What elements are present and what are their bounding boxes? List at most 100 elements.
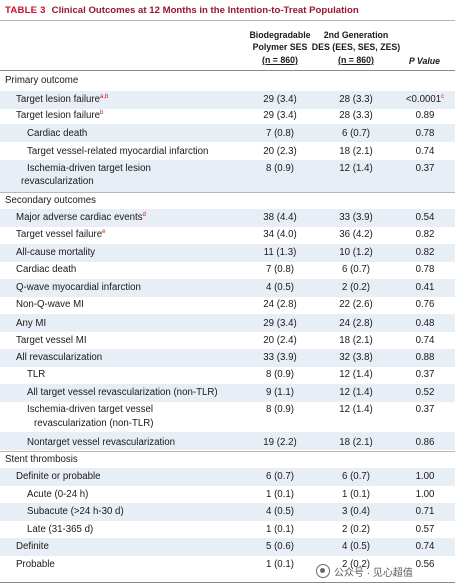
row-label: All-cause mortality [16, 247, 96, 258]
row-label: Target vessel-related myocardial infarct… [27, 146, 209, 157]
cell-col1: 7 (0.8) [266, 128, 294, 139]
cell-col2: 18 (2.1) [339, 437, 373, 448]
row-label: Probable [16, 559, 55, 570]
cell-col2: 1 (0.1) [342, 489, 370, 500]
cell-col2: 18 (2.1) [339, 146, 373, 157]
column-header-2nd-generation: 2nd Generation DES (EES, SES, ZES) (n = … [304, 29, 408, 66]
row-label: Non-Q-wave MI [16, 299, 84, 310]
table-title: Clinical Outcomes at 12 Months in the In… [51, 4, 359, 16]
cell-col1: 34 (4.0) [263, 229, 297, 240]
cell-p: 1.00 [415, 471, 435, 482]
cell-col1: 4 (0.5) [266, 506, 294, 517]
table-row: Any MI 29 (3.4) 24 (2.8) 0.48 [0, 314, 455, 332]
row-label: Target lesion failureb [16, 109, 104, 121]
table-row: Q-wave myocardial infarction 4 (0.5) 2 (… [0, 279, 455, 297]
table-row: Definite or probable 6 (0.7) 6 (0.7) 1.0… [0, 468, 455, 486]
cell-p: 0.48 [415, 318, 435, 329]
cell-col1: 29 (3.4) [263, 94, 297, 105]
cell-col2: 28 (3.3) [339, 110, 373, 121]
table-bottom-rule [0, 582, 455, 583]
cell-p: 0.82 [415, 247, 435, 258]
col1-n: (n = 860) [262, 54, 298, 65]
section-label: Secondary outcomes [5, 195, 97, 206]
row-label: TLR [27, 369, 46, 380]
cell-col1: 20 (2.3) [263, 146, 297, 157]
footnote-marker: a,b [100, 93, 109, 100]
cell-p: 0.41 [415, 282, 435, 293]
cell-p: 0.76 [415, 299, 435, 310]
cell-col1: 8 (0.9) [266, 404, 294, 415]
row-label: Late (31-365 d) [27, 524, 94, 535]
row-label: Cardiac death [27, 128, 88, 139]
row-label-continued: revascularization (non-TLR) [34, 418, 154, 429]
cell-col1: 38 (4.4) [263, 212, 297, 223]
cell-p: 0.74 [415, 146, 435, 157]
cell-col2: 12 (1.4) [339, 369, 373, 380]
cell-p: 0.89 [415, 110, 435, 121]
section-label: Stent thrombosis [5, 454, 78, 465]
table-row: All revascularization 33 (3.9) 32 (3.8) … [0, 349, 455, 367]
cell-col2: 18 (2.1) [339, 335, 373, 346]
table-row: Cardiac death 7 (0.8) 6 (0.7) 0.78 [0, 124, 455, 142]
table-row: All target vessel revascularization (non… [0, 384, 455, 402]
title-rule [0, 20, 455, 21]
footnote-marker: c [441, 93, 445, 100]
row-label: Ischemia-driven target vessel [27, 404, 153, 415]
cell-col1: 24 (2.8) [263, 299, 297, 310]
row-label: Cardiac death [16, 264, 77, 275]
cell-col2: 6 (0.7) [342, 264, 370, 275]
section-rule [0, 192, 455, 193]
cell-col2: 36 (4.2) [339, 229, 373, 240]
cell-col2: 22 (2.6) [339, 299, 373, 310]
cell-col1: 20 (2.4) [263, 335, 297, 346]
table-row: Target lesion failurea,b 29 (3.4) 28 (3.… [0, 91, 455, 109]
footnote-marker: b [100, 109, 104, 116]
row-label: Target lesion failurea,b [16, 93, 109, 105]
cell-p: 0.74 [415, 335, 435, 346]
cell-col1: 1 (0.1) [266, 524, 294, 535]
table-row: Definite 5 (0.6) 4 (0.5) 0.74 [0, 538, 455, 556]
cell-p: 0.78 [415, 128, 435, 139]
cell-col1: 5 (0.6) [266, 541, 294, 552]
cell-p: 0.52 [415, 387, 435, 398]
table-title-bar: TABLE 3 Clinical Outcomes at 12 Months i… [0, 0, 455, 20]
table-row: Ischemia-driven target lesion revascular… [0, 160, 455, 192]
row-label: Major adverse cardiac eventsd [16, 211, 146, 223]
cell-col2: 3 (0.4) [342, 506, 370, 517]
cell-col2: 2 (0.2) [342, 559, 370, 570]
table-row: Subacute (>24 h-30 d) 4 (0.5) 3 (0.4) 0.… [0, 503, 455, 521]
cell-p: 0.86 [415, 437, 435, 448]
cell-col1: 1 (0.1) [266, 559, 294, 570]
cell-col1: 8 (0.9) [266, 369, 294, 380]
cell-col1: 9 (1.1) [266, 387, 294, 398]
cell-col1: 19 (2.2) [263, 437, 297, 448]
row-label: Ischemia-driven target lesion [27, 163, 151, 174]
column-header-p-value: P Value [408, 56, 441, 66]
cell-col2: 2 (0.2) [342, 282, 370, 293]
cell-col2: 12 (1.4) [339, 163, 373, 174]
row-label: Nontarget vessel revascularization [27, 437, 176, 448]
row-label: Target vessel failuree [16, 228, 106, 240]
cell-col1: 1 (0.1) [266, 489, 294, 500]
cell-col1: 8 (0.9) [266, 163, 294, 174]
cell-col2: 12 (1.4) [339, 404, 373, 415]
cell-p: 0.54 [415, 212, 435, 223]
cell-col1: 11 (1.3) [263, 247, 297, 258]
table-row: All-cause mortality 11 (1.3) 10 (1.2) 0.… [0, 244, 455, 262]
cell-col2: 10 (1.2) [339, 247, 373, 258]
cell-col2: 6 (0.7) [342, 471, 370, 482]
section-rule [0, 451, 455, 452]
cell-p: 1.00 [415, 489, 435, 500]
cell-p: 0.71 [415, 506, 435, 517]
cell-p: 0.37 [415, 369, 435, 380]
cell-col1: 6 (0.7) [266, 471, 294, 482]
row-label: Target vessel MI [16, 335, 87, 346]
footnote-marker: d [142, 211, 146, 218]
wechat-logo-icon [316, 564, 330, 578]
cell-p: 0.88 [415, 352, 435, 363]
col2-line2: DES (EES, SES, ZES) [311, 42, 401, 53]
cell-p: 0.37 [415, 163, 435, 174]
cell-col1: 29 (3.4) [263, 110, 297, 121]
col2-line1: 2nd Generation [323, 30, 389, 40]
row-label: All target vessel revascularization (non… [27, 387, 218, 398]
